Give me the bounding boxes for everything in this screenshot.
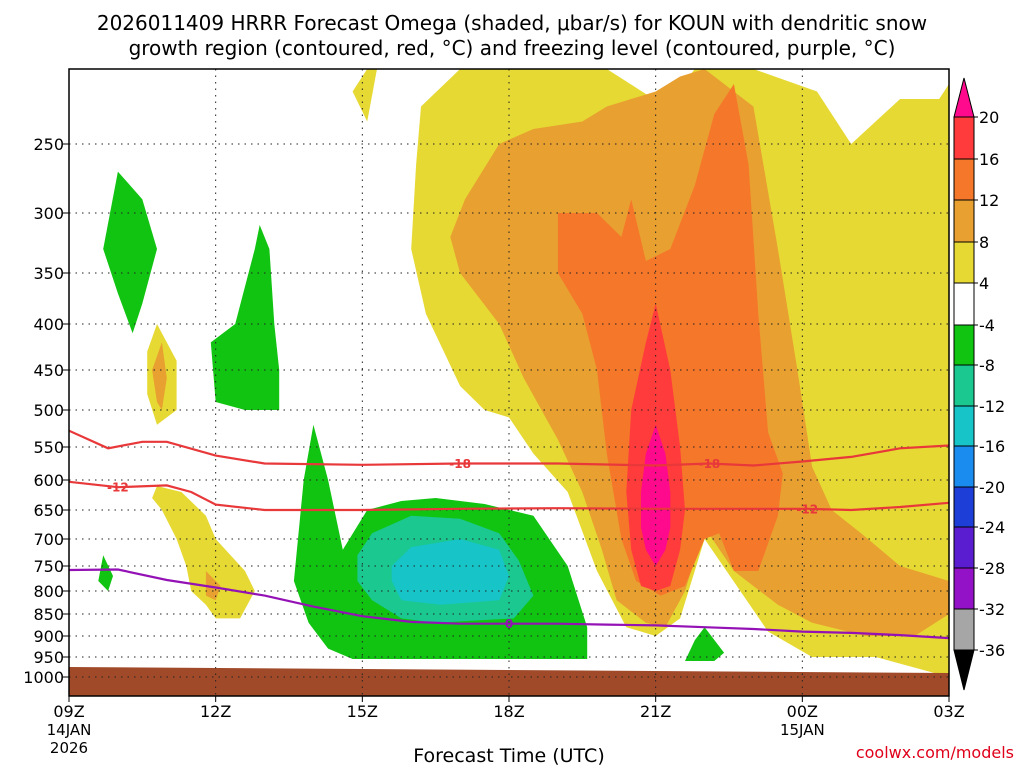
chart-title-line2: growth region (contoured, red, °C) and f… bbox=[129, 36, 896, 60]
colorbar-swatch-5 bbox=[953, 324, 975, 366]
y-tick-label-850: 850 bbox=[33, 605, 64, 624]
colorbar-swatch-6 bbox=[953, 364, 975, 407]
y-tick-label-550: 550 bbox=[33, 438, 64, 457]
colorbar-swatch-1 bbox=[953, 158, 975, 201]
credit-text: coolwx.com/models bbox=[856, 743, 1014, 762]
colorbar-label-16: 16 bbox=[979, 150, 999, 169]
contour-label-minus18-0: -18 bbox=[449, 457, 471, 471]
colorbar-label-4: 4 bbox=[979, 274, 989, 293]
x-tick-date-00Z: 15JAN bbox=[780, 721, 825, 739]
colorbar-label-minus8: -8 bbox=[979, 356, 995, 375]
contour-line-minus12 bbox=[69, 480, 949, 512]
x-tick-label-03Z: 03Z bbox=[933, 702, 964, 721]
y-tick-label-450: 450 bbox=[33, 361, 64, 380]
omega-region-minus4-16 bbox=[685, 627, 725, 661]
colorbar-label-minus36: -36 bbox=[979, 641, 1005, 660]
y-tick-label-500: 500 bbox=[33, 401, 64, 420]
omega-region-4-17 bbox=[919, 84, 949, 186]
contour-line-minus18 bbox=[69, 429, 949, 467]
y-tick-label-300: 300 bbox=[33, 204, 64, 223]
colorbar-label-minus20: -20 bbox=[979, 478, 1005, 497]
omega-region-20-4 bbox=[641, 424, 671, 566]
x-tick-date-09Z: 14JAN bbox=[47, 721, 92, 739]
colorbar-swatch-12 bbox=[953, 608, 975, 651]
colorbar-label-minus16: -16 bbox=[979, 437, 1005, 456]
colorbar-label-minus24: -24 bbox=[979, 518, 1005, 537]
omega-shaded-fills bbox=[98, 69, 949, 677]
omega-region-8-6 bbox=[152, 342, 167, 410]
y-tick-label-600: 600 bbox=[33, 471, 64, 490]
contour-label-minus12-0: -12 bbox=[107, 481, 129, 495]
omega-region-12-2 bbox=[557, 84, 783, 596]
y-tick-label-1000: 1000 bbox=[23, 668, 64, 687]
colorbar-top-arrow bbox=[953, 77, 975, 118]
y-tick-label-250: 250 bbox=[33, 135, 64, 154]
colorbar-swatch-9 bbox=[953, 486, 975, 528]
contour-lines: -18 -18 -12 -12 0 bbox=[69, 429, 949, 640]
colorbar-swatch-3 bbox=[953, 241, 975, 284]
colorbar-label-minus28: -28 bbox=[979, 559, 1005, 578]
x-tick-label-18Z: 18Z bbox=[493, 702, 524, 721]
y-tick-label-350: 350 bbox=[33, 264, 64, 283]
omega-region-minus4-10 bbox=[103, 171, 157, 334]
omega-region-4-9 bbox=[352, 69, 377, 122]
colorbar-label-minus12: -12 bbox=[979, 397, 1005, 416]
omega-region-minus4-11 bbox=[210, 225, 280, 410]
y-tick-label-800: 800 bbox=[33, 582, 64, 601]
y-tick-label-900: 900 bbox=[33, 627, 64, 646]
colorbar-swatch-10 bbox=[953, 526, 975, 569]
omega-region-4-7 bbox=[152, 486, 255, 619]
x-tick-label-00Z: 00Z bbox=[787, 702, 818, 721]
x-tick-label-15Z: 15Z bbox=[347, 702, 378, 721]
y-axis: 250 300 350 400 450 500 550 600 650 700 750 800 850 9… bbox=[23, 135, 69, 687]
x-axis-label: Forecast Time (UTC) bbox=[413, 745, 604, 767]
y-tick-label-700: 700 bbox=[33, 530, 64, 549]
omega-region-minus12-14 bbox=[391, 539, 509, 605]
y-tick-label-750: 750 bbox=[33, 557, 64, 576]
contour-label-0-0: 0 bbox=[505, 617, 513, 631]
colorbar-label-8: 8 bbox=[979, 233, 989, 252]
colorbar-bottom-arrow bbox=[953, 649, 975, 691]
colorbar: 20 16 12 8 4 -4 -8 -12 -16 -20 -24 -28 -32 -36 bbox=[953, 77, 1005, 691]
colorbar-label-minus32: -32 bbox=[979, 600, 1005, 619]
colorbar-swatch-8 bbox=[953, 445, 975, 488]
x-tick-label-21Z: 21Z bbox=[640, 702, 671, 721]
chart-title-line1: 2026011409 HRRR Forecast Omega (shaded, … bbox=[97, 11, 927, 35]
x-tick-year-09Z: 2026 bbox=[50, 739, 88, 757]
colorbar-label-minus4: -4 bbox=[979, 316, 995, 335]
omega-region-8-8 bbox=[205, 571, 221, 601]
contour-label-minus18-1: -18 bbox=[699, 457, 721, 471]
colorbar-swatch-0 bbox=[953, 116, 975, 160]
colorbar-swatch-4 bbox=[953, 282, 975, 326]
colorbar-swatch-2 bbox=[953, 199, 975, 243]
y-tick-label-400: 400 bbox=[33, 315, 64, 334]
x-tick-label-09Z: 09Z bbox=[53, 702, 84, 721]
colorbar-swatch-7 bbox=[953, 405, 975, 447]
y-tick-label-950: 950 bbox=[33, 648, 64, 667]
colorbar-swatch-11 bbox=[953, 567, 975, 610]
colorbar-label-12: 12 bbox=[979, 191, 999, 210]
y-tick-label-650: 650 bbox=[33, 501, 64, 520]
contour-line-0 bbox=[69, 568, 949, 640]
x-tick-label-12Z: 12Z bbox=[200, 702, 231, 721]
colorbar-label-20: 20 bbox=[979, 108, 999, 127]
omega-region-minus4-15 bbox=[98, 555, 113, 591]
contour-label-minus12-1: -12 bbox=[796, 502, 818, 516]
